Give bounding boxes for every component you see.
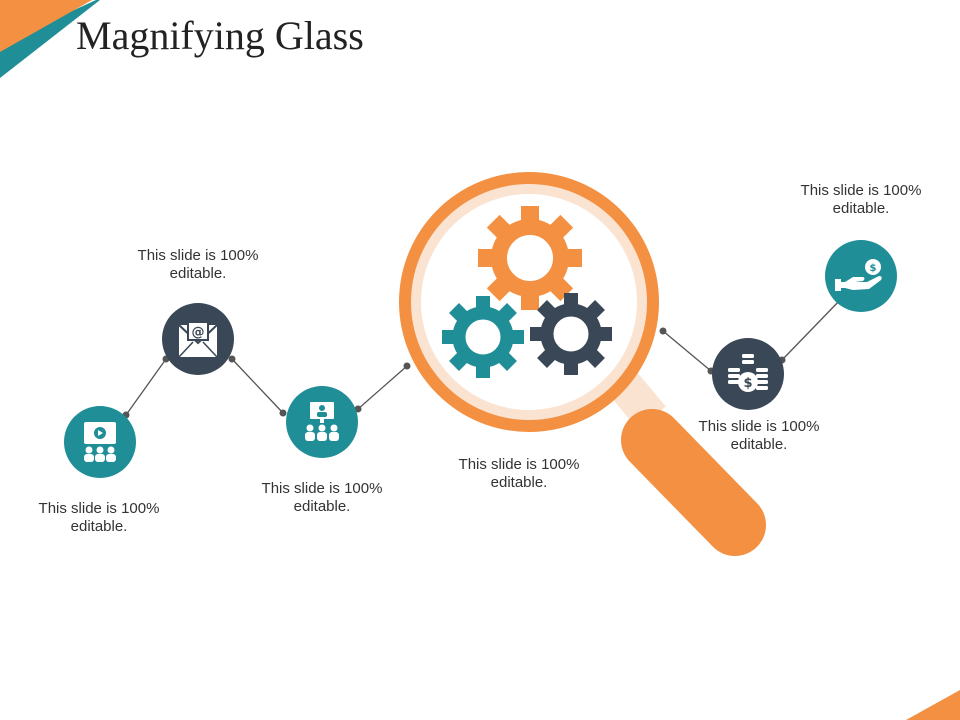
video-audience-icon: [84, 422, 116, 462]
gear-orange-icon: [478, 206, 582, 310]
email-envelope-icon: @: [178, 321, 218, 358]
node-online-meeting: [286, 386, 358, 458]
gear-dark-icon: [530, 293, 612, 375]
svg-text:$: $: [870, 263, 877, 274]
magnifier-handle: [621, 409, 766, 556]
node-label-magnifier: This slide is 100% editable.: [458, 456, 580, 491]
corner-accent-bottom-right-orange: [906, 690, 960, 720]
connector-4: [662, 330, 712, 372]
connector-1: [125, 358, 167, 416]
connector-lines: [125, 297, 843, 416]
team-screen-icon: [305, 402, 339, 441]
node-label-email: This slide is 100% editable.: [137, 247, 259, 282]
svg-text:$: $: [743, 376, 752, 391]
node-video-presentation: [64, 406, 136, 478]
node-payment: $: [825, 240, 897, 312]
hand-coin-icon: $: [835, 259, 882, 291]
node-label-video-presentation: This slide is 100% editable.: [38, 500, 160, 535]
node-label-money-stack: This slide is 100% editable.: [698, 418, 820, 453]
corner-accent-top-left-orange: [0, 0, 92, 52]
page-title: Magnifying Glass: [76, 13, 364, 58]
node-email: @: [162, 303, 234, 375]
coins-dollar-icon: $: [728, 354, 768, 392]
connector-2: [231, 358, 284, 414]
connector-5: [781, 297, 843, 361]
node-label-payment: This slide is 100% editable.: [800, 182, 922, 217]
corner-accent-top-left-teal: [0, 0, 100, 78]
svg-text:@: @: [192, 325, 205, 340]
node-money-stack: $: [712, 338, 784, 410]
node-label-online-meeting: This slide is 100% editable.: [261, 480, 383, 515]
gear-teal-icon: [442, 296, 524, 378]
connector-3: [357, 365, 408, 410]
